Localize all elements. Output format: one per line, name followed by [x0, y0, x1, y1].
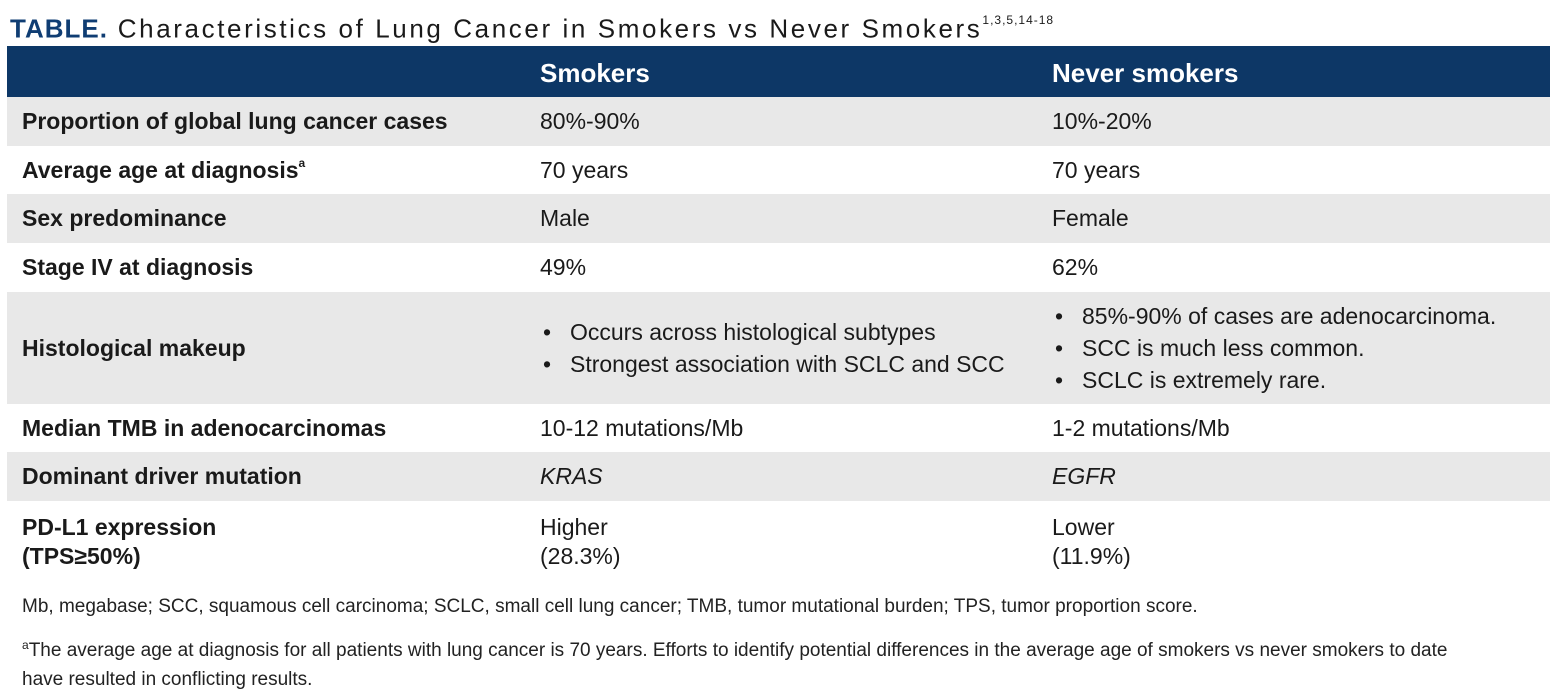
- row-label: Stage IV at diagnosis: [22, 254, 254, 280]
- header-smokers: Smokers: [540, 58, 650, 88]
- cell-line: Higher: [540, 514, 608, 540]
- smokers-cell: Occurs across histological subtypes Stro…: [540, 292, 1020, 404]
- table-title-text: Characteristics of Lung Cancer in Smoker…: [117, 13, 983, 44]
- row-label: Dominant driver mutation: [22, 463, 302, 489]
- row-label-line: PD-L1 expression: [22, 514, 217, 540]
- row-label-text: Average age at diagnosis: [22, 156, 299, 183]
- smokers-cell: 49%: [540, 254, 587, 280]
- row-label: Average age at diagnosis a: [22, 146, 522, 194]
- never-smokers-cell: 70 years: [1052, 156, 1141, 183]
- list-item: SCC is much less common.: [1052, 332, 1496, 364]
- cell-line: Lower: [1052, 514, 1115, 540]
- row-label: Median TMB in adenocarcinomas: [22, 414, 387, 441]
- smokers-cell: Higher (28.3%): [540, 501, 1020, 583]
- age-footnote-text: The average age at diagnosis for all pat…: [22, 640, 1448, 690]
- table-label: TABLE.: [10, 13, 108, 44]
- row-label: Proportion of global lung cancer cases: [22, 108, 448, 134]
- list-item: 85%-90% of cases are adenocarcinoma.: [1052, 300, 1496, 332]
- table-row: Histological makeup Occurs across histol…: [7, 292, 1550, 404]
- characteristics-table: Smokers Never smokers Proportion of glob…: [7, 46, 1550, 583]
- table-row: Average age at diagnosis a 70 years 70 ye…: [7, 146, 1550, 194]
- never-smokers-cell: EGFR: [1052, 463, 1116, 489]
- list-item: Occurs across histological subtypes: [540, 316, 1005, 348]
- smokers-cell: 10-12 mutations/Mb: [540, 414, 744, 441]
- never-smokers-bullet-list: 85%-90% of cases are adenocarcinoma. SCC…: [1052, 300, 1496, 396]
- list-item: SCLC is extremely rare.: [1052, 364, 1496, 396]
- footnote-marker: a: [298, 156, 306, 170]
- title-references: 1,3,5,14-18: [982, 13, 1055, 27]
- table-row: Sex predominance Male Female: [7, 194, 1550, 243]
- never-smokers-cell: 62%: [1052, 254, 1099, 280]
- smokers-cell: KRAS: [540, 463, 603, 489]
- smokers-bullet-list: Occurs across histological subtypes Stro…: [540, 316, 1005, 380]
- never-smokers-cell: Lower (11.9%): [1052, 501, 1542, 583]
- row-label: Histological makeup: [22, 334, 246, 361]
- row-label: PD-L1 expression (TPS≥50%): [22, 501, 522, 583]
- never-smokers-cell: 1-2 mutations/Mb: [1052, 414, 1230, 441]
- smokers-cell: 70 years: [540, 156, 629, 183]
- row-label-line: (TPS≥50%): [22, 543, 141, 569]
- cell-line: (11.9%): [1052, 543, 1131, 569]
- table-title: TABLE. Characteristics of Lung Cancer in…: [10, 4, 1054, 44]
- table-row: Proportion of global lung cancer cases 8…: [7, 97, 1550, 146]
- table-row: Median TMB in adenocarcinomas 10-12 muta…: [7, 404, 1550, 452]
- cell-line: (28.3%): [540, 543, 621, 569]
- smokers-cell: 80%-90%: [540, 108, 640, 134]
- never-smokers-cell: Female: [1052, 205, 1129, 231]
- abbreviations-footnote: Mb, megabase; SCC, squamous cell carcino…: [22, 596, 1198, 617]
- header-never-smokers: Never smokers: [1052, 58, 1239, 88]
- never-smokers-cell: 10%-20%: [1052, 108, 1152, 134]
- table-header-row: Smokers Never smokers: [7, 46, 1550, 97]
- table-row: PD-L1 expression (TPS≥50%) Higher (28.3%…: [7, 501, 1550, 583]
- never-smokers-cell: 85%-90% of cases are adenocarcinoma. SCC…: [1052, 292, 1542, 404]
- table-row: Dominant driver mutation KRAS EGFR: [7, 452, 1550, 501]
- row-label: Sex predominance: [22, 205, 227, 231]
- smokers-cell: Male: [540, 205, 590, 231]
- table-row: Stage IV at diagnosis 49% 62%: [7, 243, 1550, 292]
- list-item: Strongest association with SCLC and SCC: [540, 348, 1005, 380]
- footnote-marker: a: [22, 638, 29, 652]
- age-footnote: aThe average age at diagnosis for all pa…: [22, 637, 1462, 693]
